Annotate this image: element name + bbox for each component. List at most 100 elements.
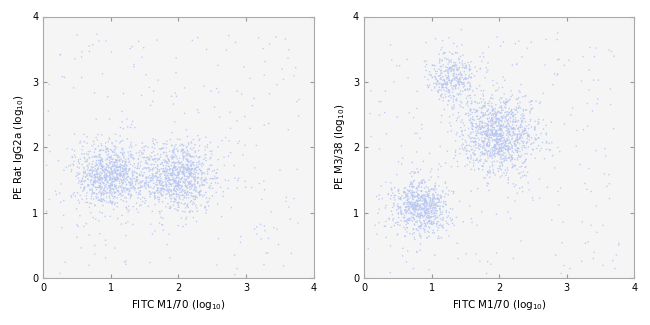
Point [173, 223, 183, 228]
Point [406, 193, 417, 199]
Point [480, 103, 490, 108]
Point [218, 194, 228, 199]
Point [90, 243, 100, 248]
Point [393, 206, 404, 211]
Point [131, 142, 141, 148]
Point [172, 173, 182, 178]
Point [77, 151, 87, 157]
Point [114, 173, 124, 178]
Point [421, 197, 431, 202]
Point [506, 153, 516, 158]
Point [407, 181, 417, 186]
Point [106, 166, 116, 171]
Point [150, 194, 160, 199]
Point [495, 151, 505, 157]
Point [223, 153, 233, 159]
Point [104, 155, 114, 160]
Point [190, 175, 201, 180]
Point [381, 219, 391, 224]
Point [524, 137, 534, 142]
Point [413, 208, 423, 213]
Point [437, 85, 447, 90]
Point [432, 215, 442, 220]
Point [519, 131, 529, 136]
Point [165, 204, 176, 209]
Point [118, 180, 128, 186]
Point [114, 179, 125, 184]
Point [92, 172, 103, 177]
Point [83, 171, 94, 176]
Point [575, 162, 585, 167]
Point [487, 116, 497, 122]
Point [476, 120, 487, 125]
Point [466, 130, 476, 135]
Point [180, 179, 190, 184]
Point [197, 172, 207, 177]
Point [478, 138, 489, 144]
Point [469, 167, 480, 173]
Point [408, 190, 419, 195]
Point [72, 32, 83, 38]
Point [479, 129, 489, 134]
Point [93, 177, 103, 182]
Point [103, 183, 114, 188]
Point [496, 136, 506, 141]
Point [129, 161, 140, 166]
Point [464, 134, 474, 139]
Point [99, 175, 110, 180]
Point [502, 129, 513, 134]
Point [517, 145, 527, 150]
Point [87, 143, 98, 149]
Point [443, 73, 454, 79]
Point [122, 116, 132, 122]
Point [174, 186, 185, 191]
Point [161, 145, 172, 150]
Point [507, 146, 517, 151]
Point [516, 138, 526, 144]
Point [101, 172, 112, 177]
Point [69, 159, 79, 164]
Point [416, 206, 426, 212]
Point [153, 197, 164, 202]
Point [110, 246, 120, 251]
Point [112, 165, 122, 170]
Point [168, 160, 179, 165]
Point [135, 191, 146, 197]
Point [95, 209, 105, 215]
Point [441, 57, 452, 62]
Point [474, 166, 484, 171]
Point [170, 188, 180, 193]
Point [374, 99, 384, 104]
Point [77, 144, 88, 149]
Point [147, 162, 157, 167]
Point [184, 195, 194, 201]
Point [125, 166, 135, 171]
Point [162, 187, 173, 192]
Point [446, 69, 456, 74]
Point [172, 181, 182, 186]
Point [439, 77, 449, 83]
Point [110, 191, 120, 196]
Point [478, 88, 489, 93]
Point [584, 68, 595, 73]
Point [95, 175, 105, 180]
Point [442, 79, 452, 84]
Point [436, 68, 446, 73]
Point [135, 173, 145, 178]
Point [461, 149, 471, 154]
Point [187, 166, 198, 171]
Point [448, 69, 459, 74]
Point [487, 101, 497, 106]
Point [500, 78, 510, 83]
Point [465, 136, 476, 141]
Point [486, 124, 497, 129]
Point [86, 196, 96, 202]
Point [412, 202, 423, 208]
Point [149, 191, 159, 196]
Point [411, 204, 421, 209]
Point [386, 193, 396, 198]
Point [95, 180, 105, 185]
Point [443, 69, 453, 74]
Point [457, 132, 467, 137]
Point [486, 262, 496, 267]
